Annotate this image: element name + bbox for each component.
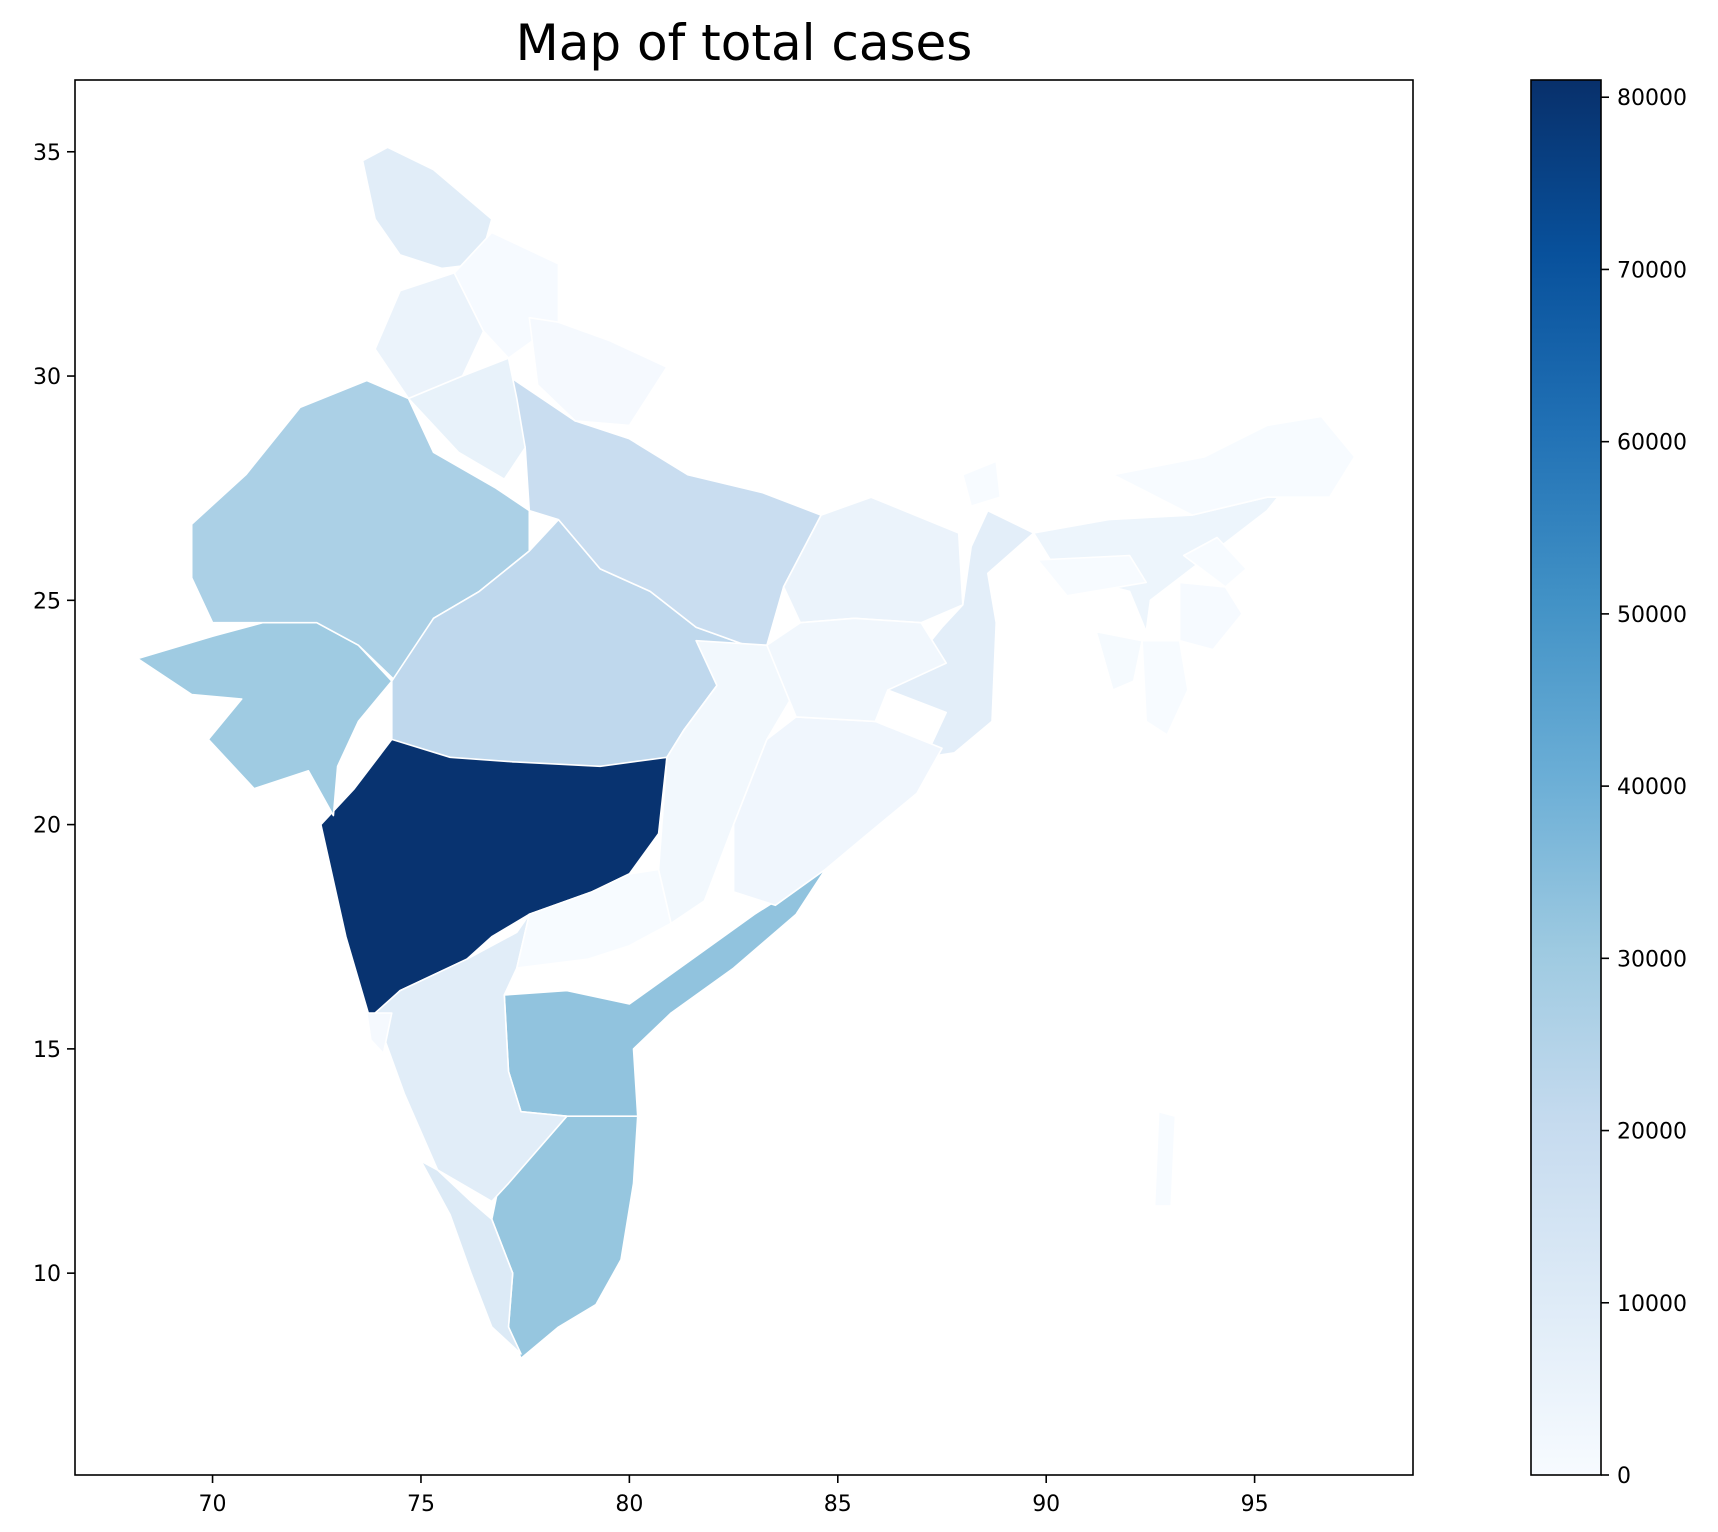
- y-axis: 10 15 20 25 30 35: [33, 141, 75, 1287]
- region-jharkhand: Jharkhand: 2500: [766, 617, 947, 723]
- colorbar-tick-label: 0: [1617, 1464, 1631, 1489]
- y-tick-label: 25: [33, 589, 61, 614]
- x-tick-label: 75: [407, 1492, 435, 1517]
- x-tick-label: 70: [199, 1492, 227, 1517]
- y-tick-label: 35: [33, 141, 61, 166]
- region-karnataka: Karnataka: 9000: [374, 913, 568, 1203]
- region-nagaland: Nagaland: 200: [1182, 536, 1248, 588]
- chart-title: Map of total cases: [515, 14, 973, 72]
- region-arunachal-pradesh: Arunachal Pradesh: 200: [1112, 415, 1356, 516]
- colorbar-tick-label: 60000: [1617, 431, 1687, 456]
- region-odisha: Odisha: 3000: [732, 716, 943, 907]
- region-maharashtra: Maharashtra: 80000: [320, 738, 668, 1023]
- x-tick-label: 90: [1032, 1492, 1060, 1517]
- colorbar-tick-label: 80000: [1617, 86, 1687, 111]
- region-meghalaya: Meghalaya: 200: [1037, 554, 1147, 597]
- y-tick-label: 30: [33, 365, 61, 390]
- region-tripura: Tripura: 800: [1095, 630, 1143, 691]
- region-andaman-and-nicobar-islands: Andaman and Nicobar Islands: 50: [1153, 1110, 1177, 1207]
- region-kerala: Kerala: 11000: [420, 1160, 522, 1355]
- region-mizoram: Mizoram: 100: [1141, 639, 1189, 736]
- region-sikkim: Sikkim: 100: [962, 460, 1002, 507]
- colorbar: [1530, 79, 1602, 1476]
- x-tick-label: 80: [615, 1492, 643, 1517]
- colorbar-tick-label: 20000: [1617, 1120, 1687, 1145]
- colorbar-tick-label: 50000: [1617, 603, 1687, 628]
- x-tick-label: 95: [1241, 1492, 1269, 1517]
- colorbar-tick-label: 40000: [1617, 775, 1687, 800]
- region-haryana: Haryana: 6000: [407, 357, 526, 480]
- y-tick-label: 15: [33, 1038, 61, 1063]
- colorbar-tick-label: 10000: [1617, 1292, 1687, 1317]
- region-goa: Goa: 1000: [366, 1012, 393, 1055]
- region-manipur: Manipur: 600: [1178, 581, 1243, 651]
- map-regions-layer: Maharashtra: 80000Gujarat: 30000Rajastha…: [136, 146, 1356, 1360]
- x-axis: 70 75 80 85 90 95: [199, 1475, 1269, 1517]
- colorbar-tick-label: 70000: [1617, 258, 1687, 283]
- region-uttarakhand: Uttarakhand: 1000: [528, 316, 668, 427]
- y-tick-label: 20: [33, 814, 61, 839]
- colorbar-axis: 0 10000 20000 30000 40000 50000 60000 70000 8000…: [1601, 86, 1687, 1489]
- colorbar-tick-label: 30000: [1617, 947, 1687, 972]
- x-tick-label: 85: [824, 1492, 852, 1517]
- y-tick-label: 10: [33, 1262, 61, 1287]
